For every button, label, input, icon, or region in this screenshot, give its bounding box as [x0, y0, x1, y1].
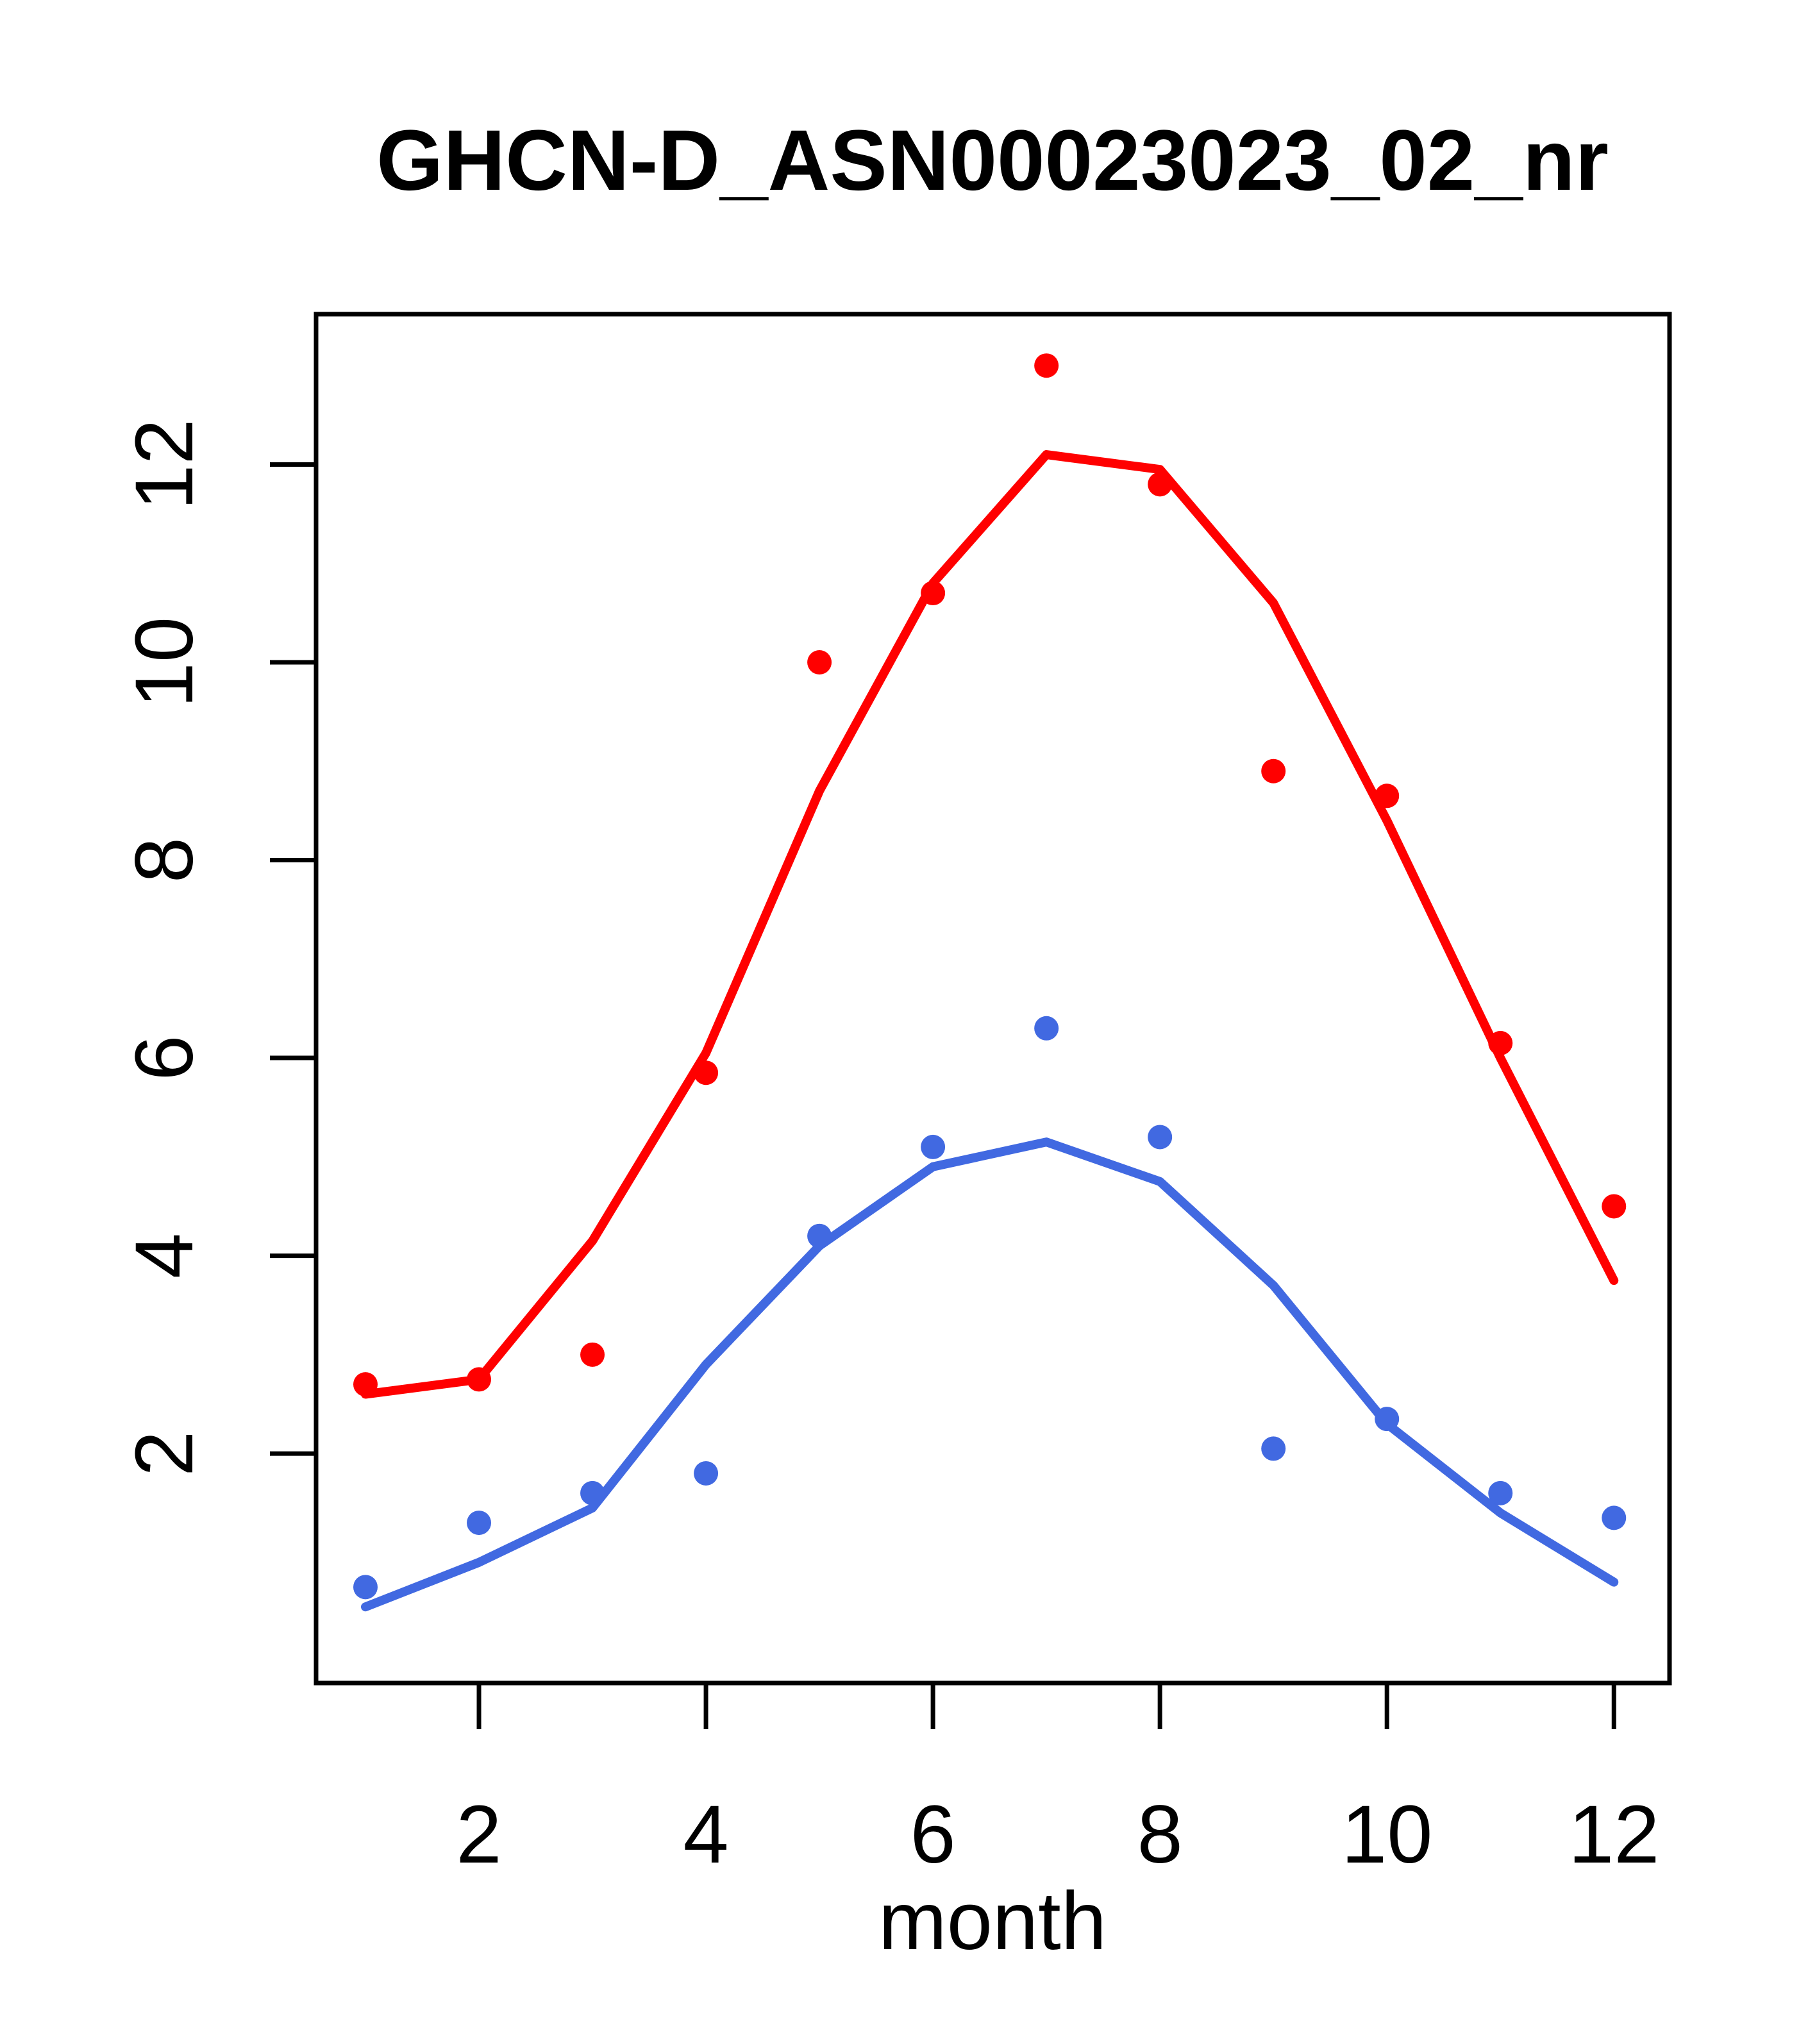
y-tick-label: 8 [119, 837, 210, 883]
plot-box [314, 312, 1672, 1686]
red-point [1375, 783, 1400, 808]
red-point [353, 1372, 378, 1397]
red-point [694, 1060, 719, 1085]
y-tick-label: 6 [119, 1035, 210, 1080]
blue-point [921, 1134, 946, 1159]
red-point [807, 650, 832, 675]
red-point [1602, 1194, 1627, 1219]
blue-point [1148, 1125, 1173, 1150]
y-tick-label: 4 [119, 1233, 210, 1278]
blue-point [694, 1461, 719, 1486]
red-lowess-line [361, 450, 1619, 1399]
x-tick-label: 12 [1568, 1789, 1659, 1881]
x-axis-label: month [878, 1875, 1107, 1967]
red-point [1261, 758, 1286, 783]
plot-area: 2 4 6 8 10 12 2 4 6 8 10 12 [119, 312, 1672, 1881]
blue-point [1034, 1016, 1059, 1041]
blue-point [807, 1223, 832, 1248]
blue-point [353, 1575, 378, 1600]
y-tick-label: 2 [119, 1431, 210, 1477]
blue-point [467, 1511, 492, 1536]
blue-lowess-line [361, 1137, 1619, 1612]
blue-point [580, 1480, 605, 1505]
x-tick-label: 8 [1137, 1789, 1183, 1881]
chart-title: GHCN-D_ASN00023023_02_nr [376, 113, 1609, 208]
blue-point [1261, 1436, 1286, 1461]
x-tick-label: 4 [683, 1789, 728, 1881]
red-point [1488, 1030, 1513, 1055]
red-point [1148, 472, 1173, 497]
blue-point [1602, 1505, 1627, 1530]
red-point [1034, 353, 1059, 378]
x-tick-label: 2 [456, 1789, 501, 1881]
red-point [921, 581, 946, 606]
red-point [467, 1367, 492, 1392]
y-tick-label: 10 [119, 617, 210, 708]
blue-point [1488, 1480, 1513, 1505]
blue-point [1375, 1407, 1400, 1432]
red-point [580, 1342, 605, 1367]
x-tick-label: 10 [1341, 1789, 1432, 1881]
x-tick-label: 6 [910, 1789, 956, 1881]
y-tick-label: 12 [119, 419, 210, 510]
